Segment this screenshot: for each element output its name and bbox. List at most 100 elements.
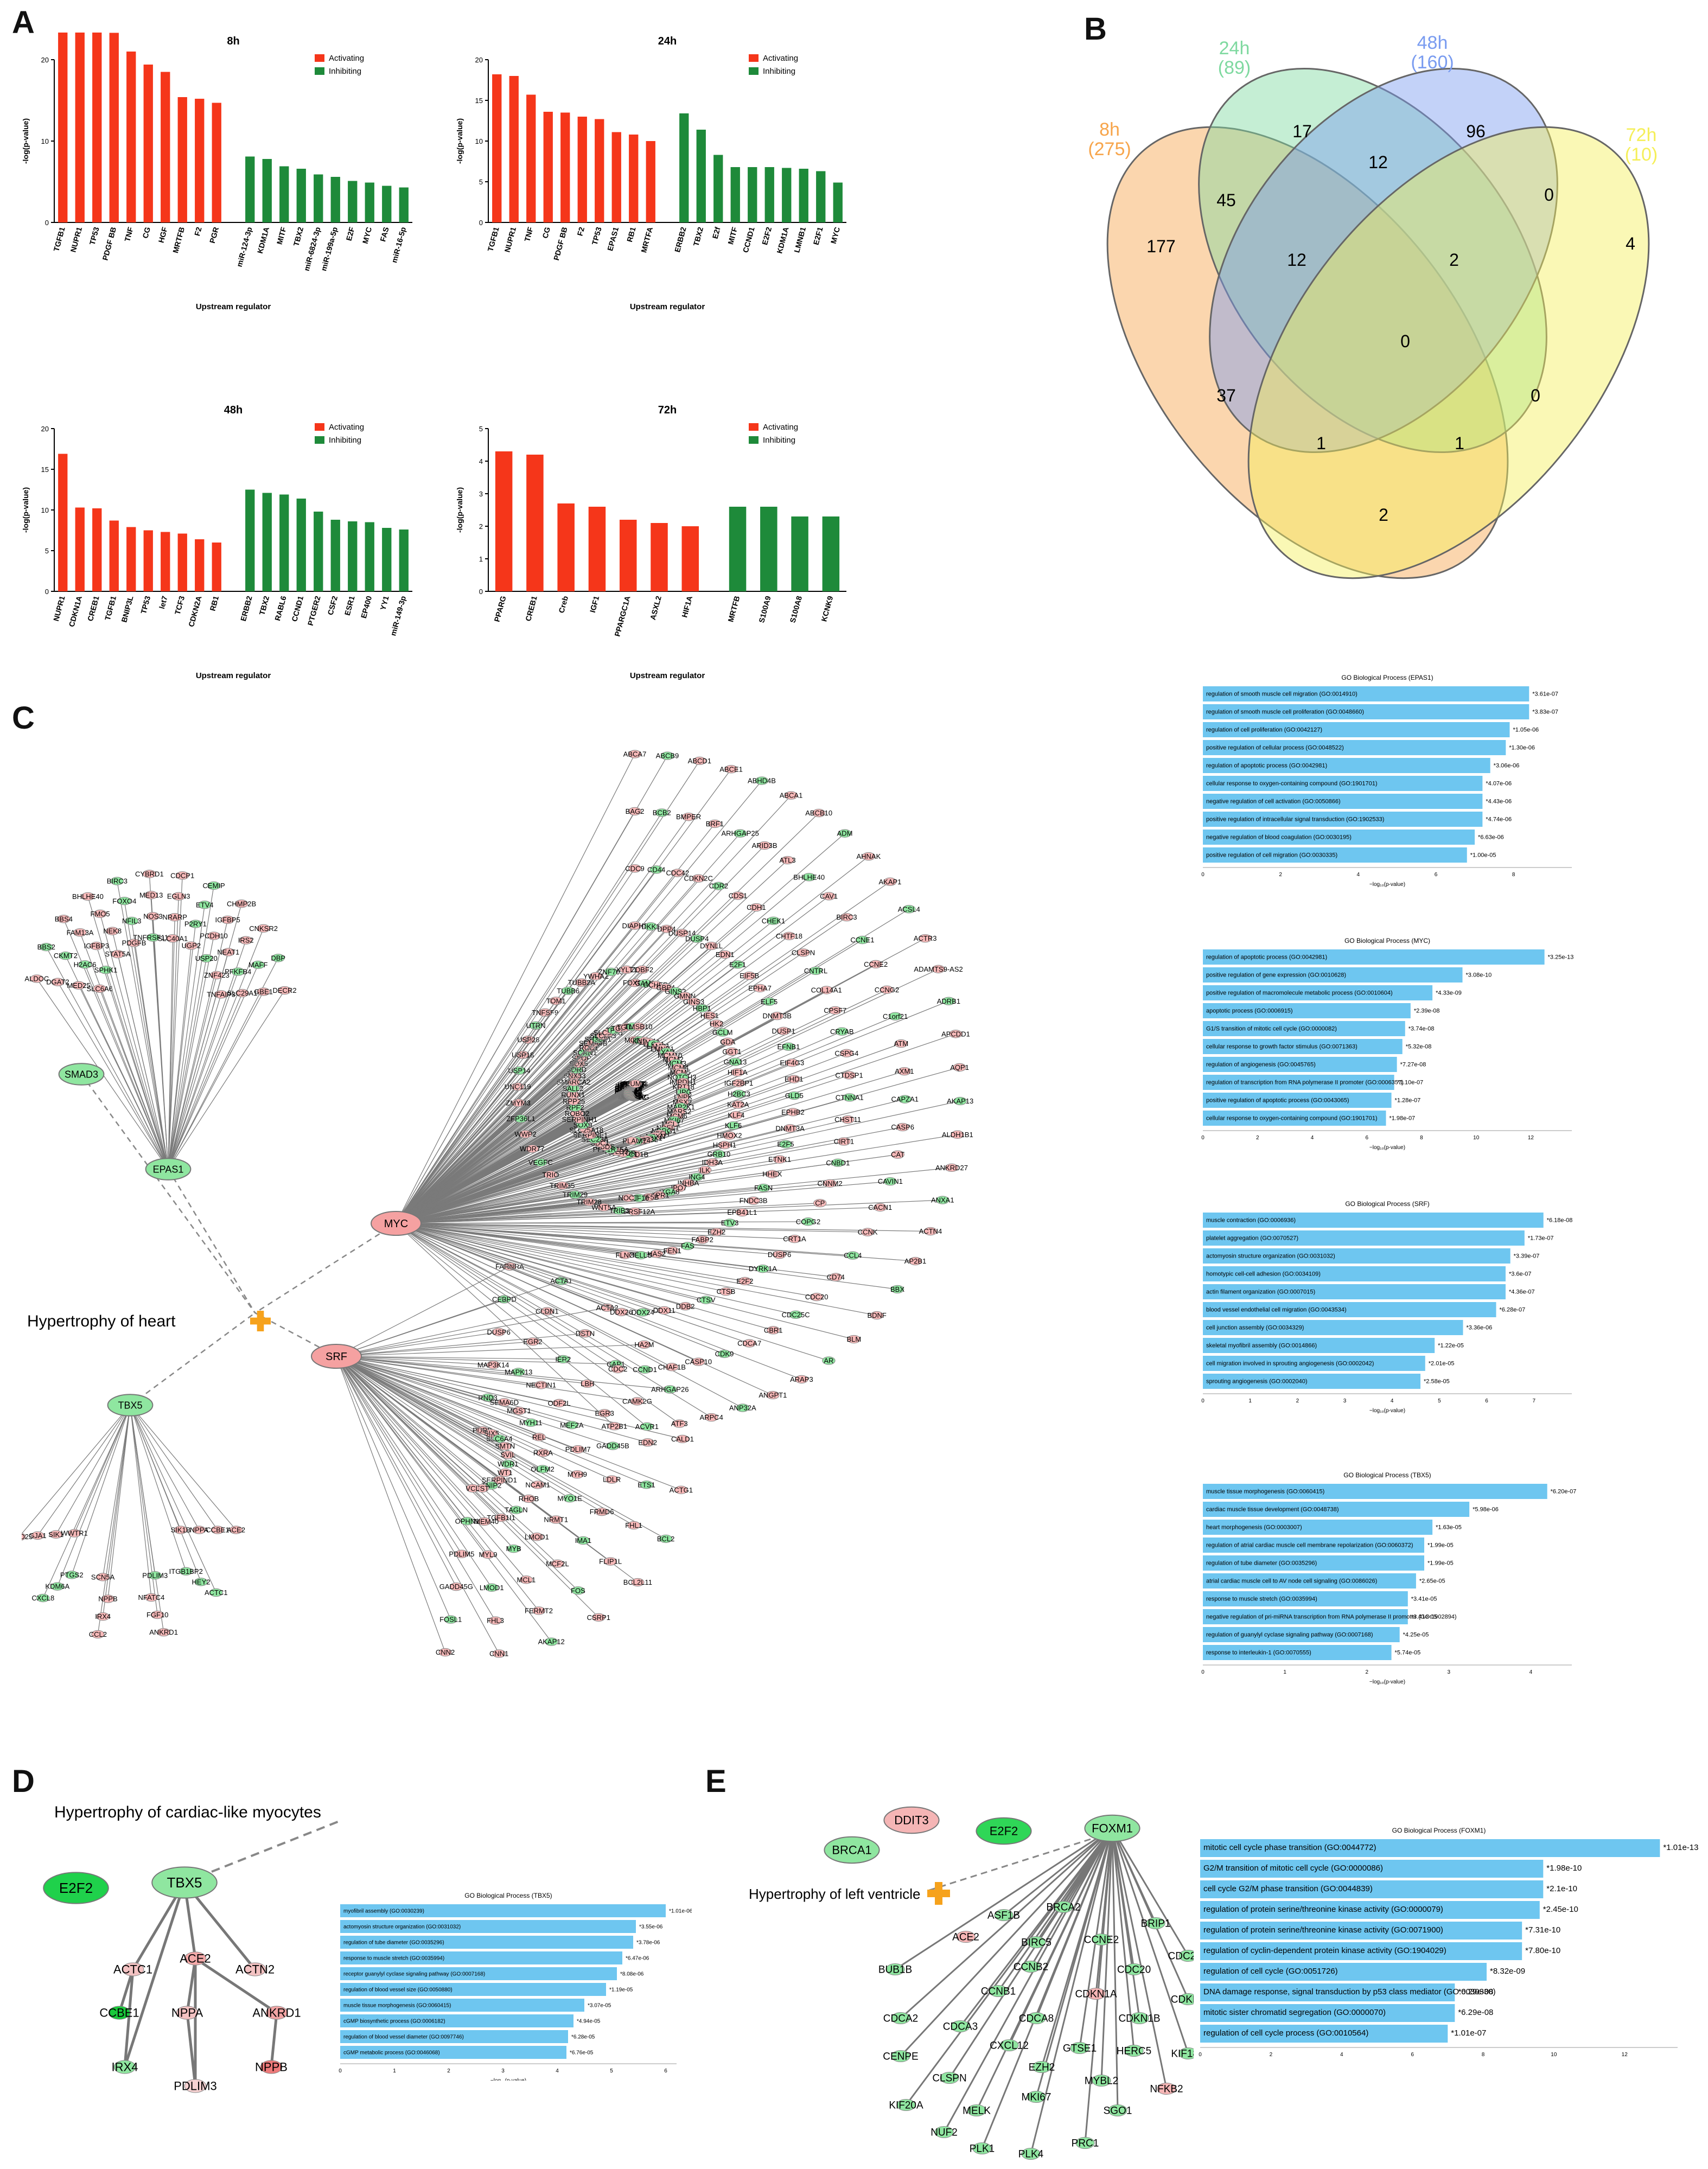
go-bar [1203, 1111, 1386, 1126]
target-node: FASN [754, 1183, 773, 1192]
node-shape [953, 1096, 967, 1106]
edge [71, 1405, 131, 1575]
node-label: CCNG2 [875, 986, 900, 994]
go-term-label: G1/S transition of mitotic cell cycle (G… [1206, 1026, 1337, 1032]
node-shape [519, 1130, 532, 1139]
go-tick-label: 4 [1357, 872, 1360, 878]
go-term-label: cGMP metabolic process (GO:0046068) [343, 2050, 440, 2056]
node-label: RPF2 [566, 1103, 584, 1112]
node-label: FLIP1L [599, 1558, 622, 1566]
edge [396, 761, 700, 1224]
node-shape [940, 2072, 959, 2084]
target-node: GJA1 [29, 1531, 47, 1540]
node-label: XYLT1 [616, 966, 637, 974]
go-term-label: muscle tissue morphogenesis (GO:0060415) [343, 2003, 451, 2009]
node-shape [638, 1340, 651, 1349]
node-label: NPPA [190, 1526, 209, 1534]
go-bar [340, 2046, 566, 2059]
go-bar [1203, 1093, 1392, 1108]
go-bar [1203, 1039, 1403, 1054]
y-tick-label: 0 [479, 219, 483, 227]
node-label: PDLIM5 [449, 1550, 474, 1558]
node-shape [891, 1150, 904, 1159]
hub-tbx5: TBX5 [107, 1394, 154, 1417]
bar-inhibiting [729, 507, 747, 591]
edge [42, 1405, 131, 1598]
x-tick-label: KDM1A [256, 226, 271, 254]
hub-e2f2: E2F2 [976, 1817, 1032, 1845]
bar-inhibiting [348, 181, 358, 222]
target-node: BIRC3 [836, 913, 857, 922]
node-label: CBR1 [764, 1326, 783, 1334]
hypertrophy-icon [250, 1311, 271, 1331]
go-term-label: blood vessel endothelial cell migration … [1206, 1307, 1347, 1313]
go-tick-label: 4 [1529, 1669, 1533, 1675]
legend-swatch-inhibiting [315, 436, 324, 444]
node-shape [148, 1571, 162, 1580]
gene-node-brip1: BRIP1 [1141, 1917, 1170, 1930]
target-node: IRS2 [238, 936, 254, 945]
target-node: SLC6A6 [86, 984, 113, 993]
x-tick-label: ERBB2 [239, 595, 254, 622]
target-node: CNTRL [804, 966, 827, 975]
gene-node-nfkb2: NFKB2 [1150, 2083, 1183, 2095]
node-shape [519, 1575, 533, 1584]
x-tick-label: TBX2 [291, 226, 305, 247]
node-label: ARHGAP25 [721, 830, 759, 838]
x-tick-label: miR-6824-3p [302, 226, 322, 272]
chart-title: 48h [224, 404, 243, 416]
x-tick-label: FAS [378, 226, 391, 243]
node-label: CNN1 [489, 1650, 508, 1658]
go-term-label: regulation of cell proliferation (GO:004… [1206, 727, 1322, 733]
x-tick-label: IGF1 [588, 595, 601, 613]
go-tick-label: 2 [1279, 872, 1282, 878]
edge [336, 1266, 510, 1357]
node-label: SLC40A1 [158, 934, 188, 942]
node-label: DNMT3A [775, 1124, 805, 1132]
target-node: DPP4 [658, 924, 675, 933]
node-label: NECTIN1 [526, 1381, 556, 1389]
node-shape [918, 934, 932, 943]
go-term-label: response to muscle stretch (GO:0035994) [1206, 1596, 1317, 1603]
node-label: COPG2 [796, 1217, 821, 1226]
target-node: PTGS2 [60, 1571, 84, 1579]
node-shape [840, 1049, 853, 1057]
node-label: BAG2 [626, 807, 645, 815]
edge [396, 1223, 868, 1233]
go-tick-label: 6 [1485, 1398, 1488, 1404]
go-pvalue: *4.25e-05 [1403, 1632, 1429, 1638]
target-node: RPP25 [563, 1097, 585, 1106]
bar-inhibiting [348, 521, 358, 591]
node-shape [634, 1251, 648, 1260]
target-node: GADD45G [439, 1583, 473, 1591]
go-term-label: mitotic sister chromatid segregation (GO… [1203, 2008, 1386, 2017]
edge [336, 1356, 531, 1423]
target-node: CEBPD [492, 1295, 517, 1304]
node-label: DDB2 [676, 1302, 695, 1310]
edge [396, 1223, 673, 1251]
target-node: RPF2 [566, 1103, 584, 1112]
edge [396, 1223, 717, 1233]
go-tick-label: 1 [1248, 1398, 1252, 1404]
target-node: BHLHE40 [793, 873, 825, 882]
node-shape [767, 916, 780, 925]
target-node: ILK [698, 1166, 712, 1175]
node-label: COL14A1 [811, 986, 842, 994]
target-node: ACTN4 [919, 1227, 942, 1236]
x-tick-label: RABL6 [273, 595, 288, 621]
target-node: KDM6A [45, 1582, 69, 1591]
x-tick-label: TNF [522, 226, 535, 243]
go-pvalue: *6.76e-05 [570, 2050, 594, 2056]
node-shape [628, 921, 642, 930]
go-bar [1203, 1591, 1408, 1606]
go-tick-label: 12 [1622, 2052, 1628, 2058]
node-label: CDR2 [709, 882, 728, 890]
node-shape [733, 829, 747, 838]
panel-label-d: D [12, 1764, 35, 1799]
x-tick-label: BNIP3L [119, 595, 135, 623]
x-tick-label: E2F [345, 226, 356, 241]
node-shape [231, 967, 245, 976]
bar-activating [161, 72, 170, 222]
go-tick-label: 3 [1448, 1669, 1451, 1675]
node-label: FHL3 [487, 1617, 504, 1625]
